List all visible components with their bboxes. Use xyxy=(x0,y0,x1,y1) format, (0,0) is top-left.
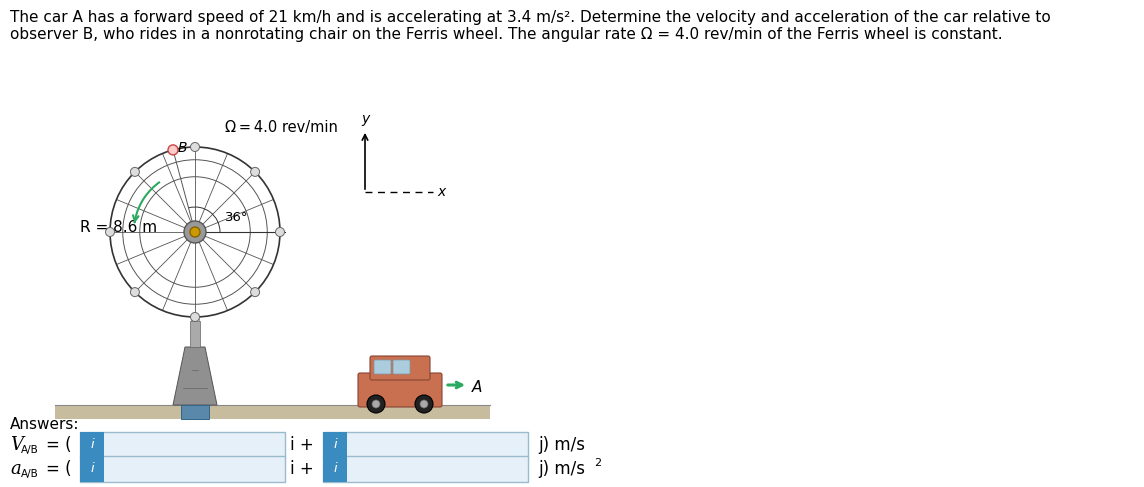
Bar xyxy=(190,321,200,347)
Circle shape xyxy=(415,395,432,413)
Text: = (: = ( xyxy=(46,436,71,454)
Text: i: i xyxy=(90,463,94,475)
Text: a: a xyxy=(10,460,21,478)
Text: j) m/s: j) m/s xyxy=(538,436,585,454)
Bar xyxy=(323,456,347,482)
Text: A/B: A/B xyxy=(21,445,39,455)
Text: i: i xyxy=(90,438,94,451)
Circle shape xyxy=(276,227,285,237)
Circle shape xyxy=(184,221,206,243)
Bar xyxy=(323,456,529,482)
Circle shape xyxy=(372,400,380,408)
Text: observer B, who rides in a nonrotating chair on the Ferris wheel. The angular ra: observer B, who rides in a nonrotating c… xyxy=(10,27,1002,42)
Circle shape xyxy=(105,227,114,237)
Text: R = 8.6 m: R = 8.6 m xyxy=(80,220,157,235)
Text: j) m/s: j) m/s xyxy=(538,460,585,478)
Text: V: V xyxy=(10,436,23,454)
Text: Ω = 4.0 rev/min: Ω = 4.0 rev/min xyxy=(225,120,337,135)
FancyBboxPatch shape xyxy=(358,373,442,407)
Text: i +: i + xyxy=(289,436,313,454)
FancyBboxPatch shape xyxy=(394,360,410,374)
Bar xyxy=(323,432,529,458)
Text: B: B xyxy=(178,141,188,155)
Bar xyxy=(80,456,104,482)
Circle shape xyxy=(251,288,260,297)
Bar xyxy=(323,432,347,458)
Bar xyxy=(181,405,209,419)
Circle shape xyxy=(191,313,199,321)
Bar xyxy=(80,432,285,458)
Text: i +: i + xyxy=(289,460,313,478)
Text: A: A xyxy=(472,379,483,394)
Text: A/B: A/B xyxy=(21,469,39,479)
Circle shape xyxy=(168,145,178,155)
Circle shape xyxy=(130,288,140,297)
Text: i: i xyxy=(333,463,336,475)
Text: 2: 2 xyxy=(594,458,601,468)
FancyBboxPatch shape xyxy=(370,356,430,380)
Text: i: i xyxy=(333,438,336,451)
Text: = (: = ( xyxy=(46,460,71,478)
Circle shape xyxy=(191,143,199,151)
Bar xyxy=(80,456,285,482)
Text: y: y xyxy=(360,112,370,126)
FancyBboxPatch shape xyxy=(374,360,391,374)
Bar xyxy=(55,405,490,419)
Polygon shape xyxy=(173,347,217,405)
Circle shape xyxy=(420,400,428,408)
Text: The car A has a forward speed of 21 km/h and is accelerating at 3.4 m/s². Determ: The car A has a forward speed of 21 km/h… xyxy=(10,10,1050,25)
Text: Answers:: Answers: xyxy=(10,417,79,432)
Text: x: x xyxy=(437,185,445,199)
Circle shape xyxy=(251,168,260,176)
Circle shape xyxy=(130,168,140,176)
Bar xyxy=(80,432,104,458)
Circle shape xyxy=(190,227,200,237)
Circle shape xyxy=(367,395,386,413)
Text: 36°: 36° xyxy=(225,211,248,224)
